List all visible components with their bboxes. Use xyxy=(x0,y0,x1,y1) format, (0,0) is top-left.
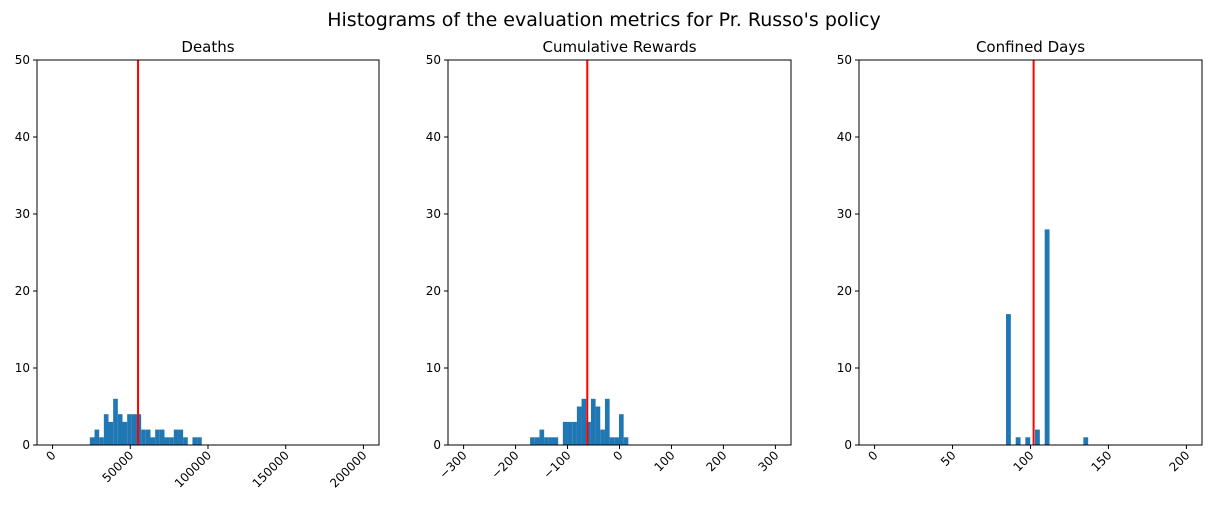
subplot-2: Cumulative Rewards 0 10 20 30 40 50 −300 −200 −10… xyxy=(426,38,792,481)
x-tick-label: 300 xyxy=(755,448,781,474)
x-tick-label: 150 xyxy=(1088,448,1114,474)
y-tick-label: 40 xyxy=(426,130,441,144)
histogram-bar xyxy=(183,437,188,445)
histogram-bar xyxy=(586,421,591,445)
histogram-bar xyxy=(155,429,160,445)
histogram-bar xyxy=(1006,314,1011,445)
histogram-bar xyxy=(562,421,568,445)
subplot-title: Deaths xyxy=(181,38,234,56)
histogram-bar xyxy=(169,437,174,445)
y-tick-label: 50 xyxy=(15,53,30,67)
histogram-bar xyxy=(567,421,573,445)
histogram-bar xyxy=(94,429,100,445)
x-tick-label: 0 xyxy=(865,448,880,463)
x-tick-label: 100000 xyxy=(172,448,214,490)
histogram-bar xyxy=(117,414,123,445)
y-tick-label: 10 xyxy=(426,361,441,375)
histogram-bar xyxy=(544,437,549,445)
histogram-bar xyxy=(614,437,619,445)
histogram-bar xyxy=(539,429,545,445)
histogram-bar xyxy=(604,398,610,445)
x-tick-label: 200 xyxy=(1166,448,1192,474)
histogram-bar xyxy=(572,421,577,445)
y-tick-label: 30 xyxy=(426,207,441,221)
histogram-bar xyxy=(618,414,624,445)
histogram-bar xyxy=(99,437,104,445)
y-tick-label: 10 xyxy=(837,361,852,375)
histogram-bar xyxy=(103,414,109,445)
histogram-bar xyxy=(576,406,582,445)
histogram-bar xyxy=(609,437,615,445)
histogram-bar xyxy=(145,429,151,445)
histogram-bar xyxy=(131,414,137,445)
histogram-bar xyxy=(89,437,95,445)
x-tick-label: −300 xyxy=(437,448,470,481)
subplot-title: Confined Days xyxy=(976,38,1085,56)
histogram-bar xyxy=(1015,437,1021,445)
subplot-1: Deaths 0 10 20 30 40 50 0 50000 100000 150000 20000… xyxy=(15,38,380,491)
histogram-bar xyxy=(1025,437,1031,445)
x-tick-label: 100 xyxy=(651,448,677,474)
y-tick-label: 0 xyxy=(22,438,30,452)
y-tick-label: 40 xyxy=(15,130,30,144)
y-tick-label: 0 xyxy=(433,438,441,452)
histogram-bar xyxy=(141,429,146,445)
figure-suptitle: Histograms of the evaluation metrics for… xyxy=(327,9,881,31)
y-tick-label: 50 xyxy=(837,53,852,67)
histogram-bar xyxy=(192,437,198,445)
histogram-bar xyxy=(122,421,128,445)
histogram-bar xyxy=(173,429,179,445)
histogram-bar xyxy=(553,437,559,445)
histogram-bar xyxy=(178,429,184,445)
histogram-bar xyxy=(1083,437,1089,445)
axes-frame xyxy=(447,59,792,446)
y-tick-label: 30 xyxy=(837,207,852,221)
x-tick-label: −100 xyxy=(540,448,573,481)
histogram-bar xyxy=(164,437,170,445)
histogram-bar xyxy=(1044,229,1050,445)
histogram-bar xyxy=(530,437,535,445)
histogram-bar xyxy=(590,398,596,445)
x-tick-label: 100 xyxy=(1011,448,1037,474)
y-tick-label: 20 xyxy=(426,284,441,298)
x-tick-label: 150000 xyxy=(250,448,292,490)
y-tick-label: 20 xyxy=(15,284,30,298)
y-tick-label: 30 xyxy=(15,207,30,221)
histogram-bar xyxy=(113,398,118,445)
y-tick-label: 50 xyxy=(426,53,441,67)
histogram-bar xyxy=(623,437,629,445)
y-tick-label: 40 xyxy=(837,130,852,144)
histogram-bar xyxy=(548,437,554,445)
x-tick-label: 200 xyxy=(703,448,729,474)
y-tick-label: 10 xyxy=(15,361,30,375)
histogram-bar xyxy=(108,421,114,445)
histogram-bar xyxy=(534,437,540,445)
histogram-bar xyxy=(127,414,132,445)
x-tick-label: 200000 xyxy=(327,448,369,490)
histogram-bar xyxy=(197,437,202,445)
x-tick-label: 0 xyxy=(610,448,625,463)
histogram-bar xyxy=(1035,429,1040,445)
axes-frame xyxy=(858,59,1203,446)
x-tick-label: 0 xyxy=(43,448,58,463)
subplot-3: Confined Days 0 10 20 30 40 50 0 50 100 150 200 xyxy=(837,38,1203,474)
x-tick-label: 50000 xyxy=(99,448,136,485)
x-tick-label: −200 xyxy=(488,448,521,481)
y-tick-label: 0 xyxy=(844,438,852,452)
x-tick-label: 50 xyxy=(938,448,959,469)
histogram-bar xyxy=(150,437,156,445)
y-tick-label: 20 xyxy=(837,284,852,298)
histogram-bar xyxy=(600,429,605,445)
histogram-bar xyxy=(159,429,165,445)
axes-frame xyxy=(36,59,380,446)
histogram-bar xyxy=(595,406,601,445)
subplot-title: Cumulative Rewards xyxy=(542,38,696,56)
histogram-bar xyxy=(581,398,587,445)
